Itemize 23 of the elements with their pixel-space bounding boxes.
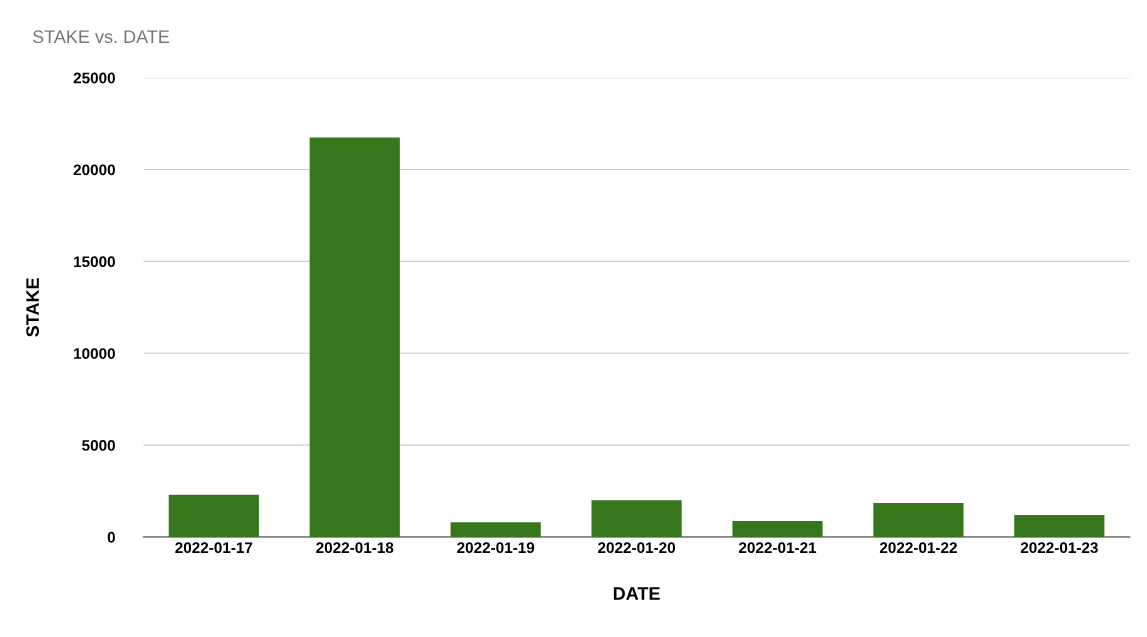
bar: [168, 494, 259, 537]
x-tick-label: 2022-01-22: [879, 542, 957, 554]
bar: [873, 503, 964, 537]
bar: [450, 522, 541, 537]
y-tick-label: 10000: [74, 348, 115, 359]
x-tick-label: 2022-01-19: [457, 542, 535, 554]
y-tick-label: 0: [107, 531, 115, 543]
y-tick-label: 5000: [82, 440, 115, 451]
x-tick-label: 2022-01-21: [738, 542, 817, 554]
x-tick-label: 2022-01-18: [316, 542, 394, 554]
bar: [591, 500, 682, 537]
bar: [309, 137, 400, 537]
bar: [732, 521, 823, 537]
y-tick-label: 20000: [73, 164, 115, 176]
x-tick-label: 2022-01-20: [598, 542, 676, 554]
y-tick-label: 25000: [73, 72, 115, 84]
y-tick-label: 15000: [74, 256, 115, 268]
bar: [1014, 514, 1105, 537]
x-tick-label: 2022-01-17: [175, 542, 253, 554]
y-axis-title: STAKE: [26, 278, 39, 337]
x-axis-title: DATE: [613, 587, 660, 600]
x-tick-label: 2022-01-23: [1020, 542, 1098, 554]
chart-title: STAKE vs. DATE: [32, 30, 170, 44]
